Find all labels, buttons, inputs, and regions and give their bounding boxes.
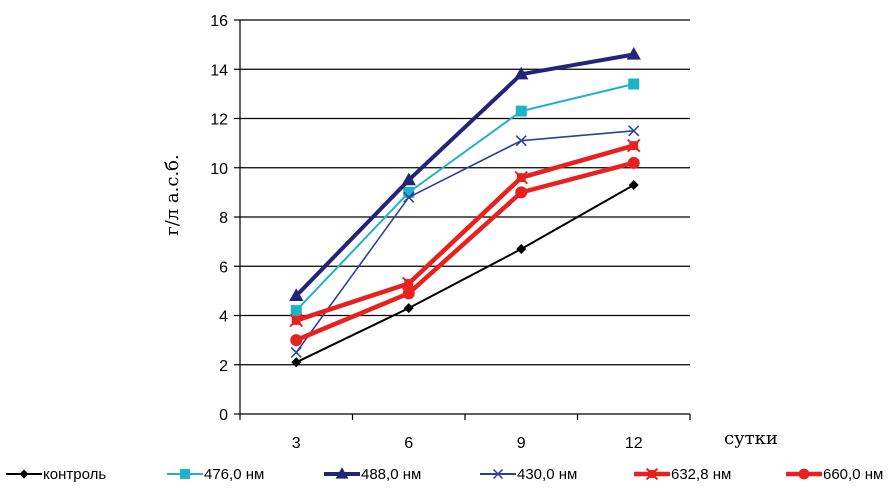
data-point xyxy=(403,186,415,198)
y-tick-label: 6 xyxy=(219,259,228,276)
legend-label: контроль xyxy=(43,466,106,483)
y-tick-label: 10 xyxy=(210,161,228,178)
data-point xyxy=(289,288,304,301)
series-line-5 xyxy=(295,160,635,343)
series-group xyxy=(289,47,641,368)
series-line-0 xyxy=(295,184,635,364)
data-point xyxy=(514,170,529,185)
axes xyxy=(234,19,691,420)
data-point xyxy=(628,78,640,90)
x-tick-label: 12 xyxy=(625,435,643,452)
data-point xyxy=(628,179,639,190)
legend-item-0: контроль xyxy=(6,466,106,483)
legend-label: 476,0 нм xyxy=(204,466,264,483)
y-tick-label: 8 xyxy=(219,210,228,227)
legend-label: 632,8 нм xyxy=(671,466,731,483)
series-line-2 xyxy=(294,52,635,298)
legend-label: 488,0 нм xyxy=(361,466,421,483)
y-tick-label: 0 xyxy=(219,407,228,424)
legend-item-5: 660,0 нм xyxy=(786,466,883,483)
series-line-3 xyxy=(295,130,634,353)
legend-item-4: 632,8 нм xyxy=(634,466,731,483)
legend-marker xyxy=(335,467,349,479)
y-tick-label: 14 xyxy=(210,62,228,79)
x-tick-label: 9 xyxy=(517,435,526,452)
data-point xyxy=(401,172,416,186)
legend-marker xyxy=(180,469,190,479)
data-point xyxy=(627,156,640,169)
legend: контроль 476,0 нм 488,0 нм 430,0 нм 632,8 нм… xyxy=(6,466,883,483)
data-point xyxy=(403,303,414,314)
data-point xyxy=(626,47,641,60)
series-line-4 xyxy=(295,143,635,323)
data-point xyxy=(514,66,529,80)
x-tick-label: 3 xyxy=(292,435,301,452)
legend-item-3: 430,0 нм xyxy=(480,466,577,483)
data-point xyxy=(290,334,303,347)
legend-marker xyxy=(19,469,29,479)
legend-label: 660,0 нм xyxy=(823,466,883,483)
data-point xyxy=(402,287,415,300)
data-point xyxy=(515,186,528,199)
x-tick-label: 6 xyxy=(404,435,413,452)
x-axis-label: сутки xyxy=(724,428,778,449)
y-tick-label: 16 xyxy=(210,13,228,30)
legend-item-2: 488,0 нм xyxy=(324,466,421,483)
data-point xyxy=(626,138,641,153)
y-axis-label: г/л а.с.б. xyxy=(162,154,183,235)
data-point xyxy=(403,191,415,203)
y-tick-labels: 0 2 4 6 8 10 12 14 16 xyxy=(210,13,228,424)
y-tick-label: 12 xyxy=(210,112,228,129)
data-point xyxy=(290,305,302,317)
legend-marker xyxy=(492,468,504,480)
y-tick-label: 4 xyxy=(219,309,228,326)
data-point xyxy=(289,313,304,328)
x-tick-labels: 3 6 9 12 xyxy=(292,435,643,452)
data-point xyxy=(290,346,302,358)
legend-marker xyxy=(798,468,810,480)
series-line-1 xyxy=(295,83,634,312)
legend-item-1: 476,0 нм xyxy=(167,466,264,483)
y-tick-label: 2 xyxy=(219,358,228,375)
data-point xyxy=(628,125,640,137)
data-point xyxy=(516,244,527,255)
data-point xyxy=(291,357,302,368)
data-point xyxy=(515,105,527,117)
data-point xyxy=(515,135,527,147)
legend-label: 430,0 нм xyxy=(517,466,577,483)
legend-marker xyxy=(645,467,659,481)
